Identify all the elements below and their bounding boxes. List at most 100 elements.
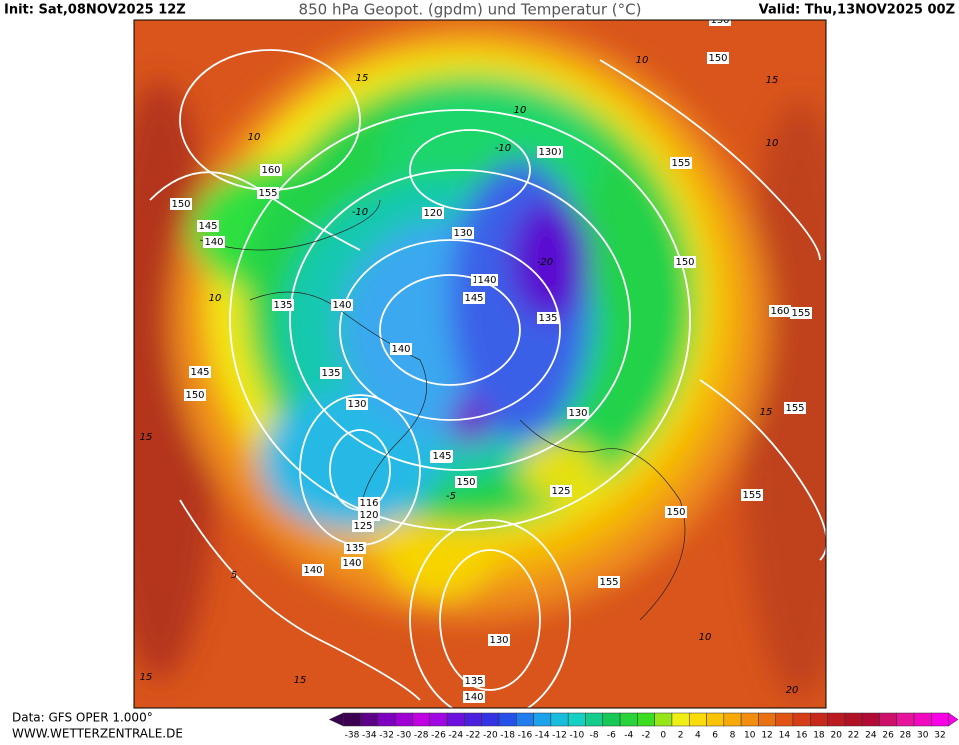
colorbar-tick-label: -32 — [379, 731, 394, 741]
label-box — [537, 146, 559, 158]
temperature-label: 10 — [699, 632, 712, 643]
temperature-label: 15 — [356, 73, 369, 84]
label-box — [422, 207, 444, 219]
temperature-label: 10 — [766, 138, 779, 149]
colorbar-tick-label: 8 — [730, 731, 736, 741]
label-box — [537, 312, 559, 324]
geopotential-label: 130 — [568, 408, 587, 419]
geopotential-label: 135 — [464, 676, 483, 687]
geopotential-label: 140 — [342, 558, 361, 569]
colorbar-tick-label: -24 — [448, 731, 463, 741]
geopotential-label: 135 — [273, 300, 292, 311]
temperature-label: -5 — [446, 491, 456, 502]
geopotential-label: 140 — [204, 237, 223, 248]
colorbar-cell — [792, 712, 811, 727]
colorbar-cell — [394, 712, 413, 727]
colorbar-tick-label: 6 — [712, 731, 718, 741]
colorbar-tick-label: -14 — [535, 731, 550, 741]
geopotential-label: 150 — [456, 477, 475, 488]
init-time: Init: Sat,08NOV2025 12Z — [4, 3, 186, 18]
geopotential-label: 150 — [185, 390, 204, 401]
geopotential-label: 150 — [675, 257, 694, 268]
geopotential-label: 140 — [303, 565, 322, 576]
label-box — [670, 157, 692, 169]
colorbar-cell — [740, 712, 759, 727]
temperature-label: 15 — [760, 407, 773, 418]
colorbar-cell — [602, 712, 621, 727]
geopotential-label: 150 — [666, 507, 685, 518]
geopotential-label: 155 — [599, 577, 618, 588]
label-box — [184, 389, 206, 401]
geopotential-contours — [149, 49, 826, 708]
label-box — [346, 398, 368, 410]
label-box — [358, 509, 380, 521]
colorbar-arrow-left — [328, 712, 344, 727]
geopotential-label: 135 — [345, 543, 364, 554]
geopotential-label: 120 — [359, 510, 378, 521]
geopotential-label: 150 — [171, 199, 190, 210]
temperature-label: -20 — [537, 257, 553, 268]
colorbar-tick-label: 14 — [779, 731, 791, 741]
geopotential-label: 150 — [708, 53, 727, 64]
colorbar-tick-label: -20 — [483, 731, 498, 741]
website: WWW.WETTERZENTRALE.DE — [12, 727, 183, 741]
colorbar-cell — [671, 712, 690, 727]
label-box — [567, 407, 589, 419]
label-box — [197, 220, 219, 232]
colorbar: -38 -34 -32 -30 -28 -26 -24 -22 -20 -18 -16 -14 -12-… — [328, 712, 959, 741]
colorbar-tick-label: 22 — [848, 731, 859, 741]
label-box — [463, 691, 485, 703]
temperature-label: 10 — [209, 293, 222, 304]
colorbar-tick-label: 20 — [831, 731, 843, 741]
colorbar-tick-label: -30 — [397, 731, 412, 741]
label-box — [463, 292, 485, 304]
colorbar-cell — [429, 712, 448, 727]
geopotential-label: 160 — [770, 306, 789, 317]
label-box — [189, 366, 211, 378]
temperature-label: 10 — [636, 55, 649, 66]
colorbar-cell — [446, 712, 465, 727]
temperature-label: 5 — [231, 570, 237, 581]
label-box — [476, 274, 498, 286]
temperature-label: 20 — [786, 685, 799, 696]
label-box — [665, 506, 687, 518]
colorbar-cell — [861, 712, 880, 727]
label-box — [463, 675, 485, 687]
colorbar-tick-label: 28 — [900, 731, 912, 741]
colorbar-tick-label: 32 — [934, 731, 945, 741]
colorbar-cell — [481, 712, 500, 727]
label-box — [674, 256, 696, 268]
label-box — [302, 564, 324, 576]
colorbar-cell — [758, 712, 776, 727]
colorbar-cell — [844, 712, 863, 727]
colorbar-tick-label: 26 — [882, 731, 894, 741]
colorbar-arrow-right — [948, 712, 959, 727]
label-box — [331, 299, 353, 311]
map-frame — [133, 19, 827, 709]
temperature-label: 15 — [766, 75, 779, 86]
label-box — [320, 367, 342, 379]
label-box — [260, 164, 282, 176]
colorbar-cell — [654, 712, 673, 727]
valid-time: Valid: Thu,13NOV2025 00Z — [759, 3, 955, 18]
colorbar-tick-label: 30 — [917, 731, 929, 741]
temperature-label: 15 — [140, 672, 153, 683]
colorbar-tick-label: -34 — [362, 731, 377, 741]
label-box — [344, 542, 366, 554]
geopotential-label: 145 — [190, 367, 209, 378]
label-box — [455, 476, 477, 488]
geopotential-label: 155 — [791, 308, 810, 319]
label-box — [741, 489, 763, 501]
temperature-label: 10 — [514, 105, 527, 116]
coastlines — [199, 199, 686, 621]
geopotential-label: 125 — [551, 486, 570, 497]
colorbar-tick-label: -6 — [607, 731, 616, 741]
colorbar-tick-label: 12 — [761, 731, 772, 741]
colorbar-cell — [585, 712, 604, 727]
geopotential-label: 140 — [477, 275, 496, 286]
colorbar-tick-label: -10 — [569, 731, 584, 741]
geopotential-label: 155 — [742, 490, 761, 501]
geopotential-label: 155 — [671, 158, 690, 169]
geopotential-label: 140 — [464, 692, 483, 703]
